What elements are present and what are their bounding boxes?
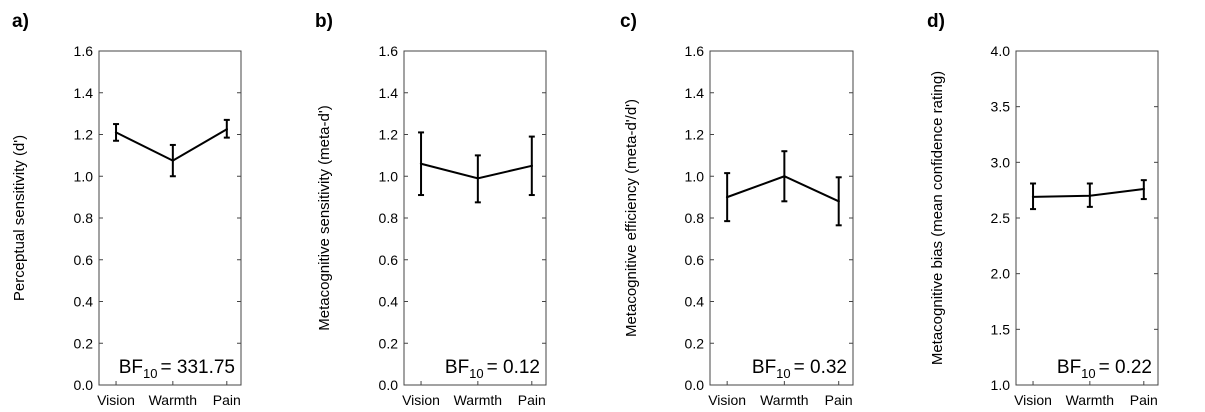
y-axis-label: Metacognitive efficiency (meta-d'/d') [623, 99, 640, 337]
x-tick-label: Pain [1130, 392, 1158, 408]
plot-frame [1015, 50, 1159, 386]
y-tick-label: 1.6 [685, 43, 705, 59]
bf-value: = 0.22 [1099, 357, 1152, 378]
bf-annotation: BF10 = 0.22 [1057, 357, 1152, 381]
y-tick-label: 0.6 [74, 252, 94, 268]
plot-frame [403, 50, 547, 386]
bf-annotation: BF10 = 331.75 [119, 357, 235, 381]
y-tick-label: 1.2 [685, 127, 705, 143]
y-tick-label: 3.5 [991, 99, 1011, 115]
y-tick-label: 0.2 [74, 335, 94, 351]
bf-value: = 331.75 [161, 357, 236, 378]
y-tick-label: 0.6 [379, 252, 399, 268]
x-tick-label: Pain [213, 392, 241, 408]
bf-value: = 0.12 [487, 357, 540, 378]
data-point [476, 177, 480, 180]
y-tick-label: 1.2 [379, 127, 399, 143]
y-tick-label: 1.6 [74, 43, 94, 59]
data-point [530, 164, 533, 168]
chart-panel-3: c) 0.0 0.2 0.4 0.6 0.8 1.0 1.2 1.4 1.6 Metacogniti… [620, 11, 854, 408]
panel-label: a) [12, 11, 29, 32]
y-tick-label: 0.4 [74, 294, 94, 310]
chart-panel-1: a) 0.0 0.2 0.4 0.6 0.8 1.0 1.2 1.4 1.6 Perceptual … [11, 11, 242, 408]
data-point [1088, 194, 1092, 197]
data-point [114, 131, 118, 134]
series-line [1033, 188, 1144, 198]
panel-label: b) [315, 11, 333, 32]
chart-panel-2: b) 0.0 0.2 0.4 0.6 0.8 1.0 1.2 1.4 1.6 Metacogniti… [315, 11, 547, 408]
data-point [419, 162, 423, 165]
panel-label: c) [620, 11, 637, 32]
y-tick-label: 1.5 [991, 321, 1011, 337]
plot-frame [709, 50, 854, 386]
y-tick-label: 0.0 [379, 377, 399, 393]
bf-annotation: BF10 = 0.12 [445, 357, 540, 381]
data-point [171, 159, 175, 162]
x-tick-label: Vision [97, 392, 135, 408]
series-line [420, 162, 533, 180]
bf-prefix: BF [1057, 357, 1081, 378]
y-tick-label: 0.4 [379, 294, 399, 310]
y-tick-label: 0.0 [74, 377, 94, 393]
y-tick-label: 1.4 [379, 85, 399, 101]
y-tick-label: 1.0 [991, 377, 1011, 393]
y-axis-label: Perceptual sensitivity (d') [11, 135, 28, 301]
y-tick-label: 0.4 [685, 294, 705, 310]
bf-annotation: BF10 = 0.32 [752, 357, 847, 381]
chart-panel-4: d) 1.0 1.5 2.0 2.5 3.0 3.5 4.0 Metacognitive bia… [927, 11, 1159, 408]
y-tick-label: 0.8 [685, 210, 705, 226]
series-line [726, 175, 840, 203]
y-tick-label: 3.0 [991, 154, 1011, 170]
data-point [783, 175, 786, 178]
y-tick-label: 0.2 [379, 335, 399, 351]
data-point [837, 200, 840, 203]
x-tick-label: Vision [708, 392, 746, 408]
bf-subscript: 10 [776, 366, 790, 381]
y-tick-label: 1.6 [379, 43, 399, 59]
y-tick-label: 1.2 [74, 127, 94, 143]
bf-prefix: BF [445, 357, 469, 378]
bf-prefix: BF [752, 357, 776, 378]
bf-subscript: 10 [143, 366, 157, 381]
panel-label: d) [927, 11, 945, 32]
data-point [225, 128, 228, 131]
y-axis-label: Metacognitive bias (mean confidence rati… [929, 71, 946, 365]
y-tick-label: 0.6 [685, 252, 705, 268]
bf-value: = 0.32 [794, 357, 847, 378]
x-tick-label: Warmth [149, 392, 197, 408]
y-tick-label: 1.4 [74, 85, 94, 101]
y-tick-label: 0.0 [685, 377, 705, 393]
y-tick-label: 2.0 [991, 266, 1011, 282]
y-tick-label: 1.0 [74, 168, 94, 184]
x-tick-label: Vision [402, 392, 440, 408]
y-axis-label: Metacognitive sensitivity (meta-d') [316, 105, 333, 330]
x-tick-label: Pain [518, 392, 546, 408]
y-tick-label: 0.8 [379, 210, 399, 226]
data-point [1142, 187, 1146, 191]
x-tick-label: Vision [1014, 392, 1052, 408]
data-point [1031, 195, 1035, 199]
x-tick-label: Warmth [760, 392, 808, 408]
x-tick-label: Warmth [1066, 392, 1114, 408]
y-tick-label: 0.8 [74, 210, 94, 226]
bf-prefix: BF [119, 357, 143, 378]
x-tick-label: Pain [825, 392, 853, 408]
x-tick-label: Warmth [454, 392, 502, 408]
bf-subscript: 10 [1081, 366, 1095, 381]
bf-subscript: 10 [469, 366, 483, 381]
plot-frame [98, 50, 242, 386]
y-tick-label: 0.2 [685, 335, 705, 351]
data-point [725, 195, 729, 199]
y-tick-label: 1.0 [685, 168, 705, 184]
y-tick-label: 1.0 [379, 168, 399, 184]
y-tick-label: 2.5 [991, 210, 1011, 226]
y-tick-label: 4.0 [991, 43, 1011, 59]
y-tick-label: 1.4 [685, 85, 705, 101]
